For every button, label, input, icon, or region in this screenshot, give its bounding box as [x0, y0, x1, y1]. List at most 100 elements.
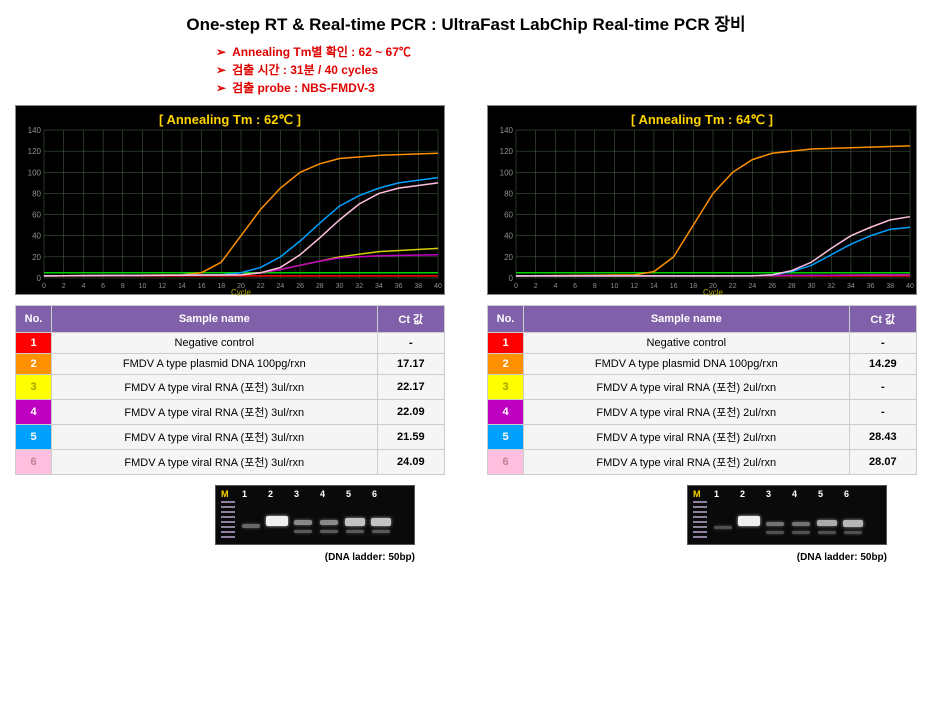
svg-text:6: 6: [101, 283, 105, 290]
svg-text:24: 24: [277, 283, 285, 290]
svg-text:4: 4: [81, 283, 85, 290]
sample-name: FMDV A type viral RNA (포천) 2ul/rxn: [524, 425, 850, 450]
bullet-1: ➢Annealing Tm별 확인 : 62 ~ 67℃: [216, 43, 716, 61]
amplification-chart-62c: [ Annealing Tm : 62℃ ] 02040608010012014…: [15, 105, 445, 295]
sample-no: 5: [488, 425, 524, 450]
sample-no: 4: [488, 400, 524, 425]
svg-text:36: 36: [395, 283, 403, 290]
svg-text:120: 120: [500, 147, 514, 156]
svg-text:40: 40: [504, 232, 513, 241]
svg-text:22: 22: [729, 283, 737, 290]
gel-lane-label: 3: [766, 489, 771, 499]
svg-text:30: 30: [336, 283, 344, 290]
svg-text:26: 26: [296, 283, 304, 290]
svg-text:60: 60: [32, 211, 41, 220]
sample-no: 3: [16, 375, 52, 400]
ct-value: 22.09: [377, 400, 444, 425]
svg-text:6: 6: [573, 283, 577, 290]
svg-text:16: 16: [198, 283, 206, 290]
gel-band: [792, 522, 810, 526]
gel-image-62c: M123456: [215, 485, 415, 545]
svg-text:4: 4: [553, 283, 557, 290]
gel-lane-label: 2: [740, 489, 745, 499]
table-row: 5FMDV A type viral RNA (포천) 3ul/rxn21.59: [16, 425, 445, 450]
ct-value: -: [849, 400, 916, 425]
gel-wrap-64c: M123456 (DNA ladder: 50bp): [487, 485, 917, 563]
svg-text:Cycle: Cycle: [703, 288, 724, 296]
sample-name: FMDV A type plasmid DNA 100pg/rxn: [524, 354, 850, 375]
sample-no: 5: [16, 425, 52, 450]
gel-band: [738, 516, 760, 526]
sample-name: FMDV A type viral RNA (포천) 2ul/rxn: [524, 450, 850, 475]
ct-value: 17.17: [377, 354, 444, 375]
svg-text:38: 38: [886, 283, 894, 290]
sample-name: FMDV A type viral RNA (포천) 3ul/rxn: [52, 450, 378, 475]
bullet-text: 검출 probe : NBS-FMDV-3: [232, 81, 375, 95]
sample-no: 6: [488, 450, 524, 475]
ct-value: -: [849, 333, 916, 354]
gel-band: [242, 524, 260, 528]
panels-row: [ Annealing Tm : 62℃ ] 02040608010012014…: [15, 105, 917, 563]
gel-band: [843, 520, 863, 527]
ct-table-62c: No.Sample nameCt 값1Negative control-2FMD…: [15, 305, 445, 475]
gel-caption: (DNA ladder: 50bp): [487, 552, 887, 563]
svg-text:34: 34: [375, 283, 383, 290]
gel-lane-label: 5: [346, 489, 351, 499]
amplification-chart-64c: [ Annealing Tm : 64℃ ] 02040608010012014…: [487, 105, 917, 295]
svg-text:14: 14: [650, 283, 658, 290]
table-header: Ct 값: [849, 306, 916, 333]
ct-table-64c: No.Sample nameCt 값1Negative control-2FMD…: [487, 305, 917, 475]
table-header: Ct 값: [377, 306, 444, 333]
panel-64c: [ Annealing Tm : 64℃ ] 02040608010012014…: [487, 105, 917, 563]
gel-band: [372, 530, 390, 533]
sample-no: 4: [16, 400, 52, 425]
svg-text:12: 12: [630, 283, 638, 290]
bullet-arrow-icon: ➢: [216, 63, 226, 77]
bullet-arrow-icon: ➢: [216, 81, 226, 95]
svg-text:120: 120: [28, 147, 42, 156]
gel-wrap-62c: M123456 (DNA ladder: 50bp): [15, 485, 445, 563]
gel-band: [294, 530, 312, 533]
table-row: 3FMDV A type viral RNA (포천) 3ul/rxn22.17: [16, 375, 445, 400]
panel-62c: [ Annealing Tm : 62℃ ] 02040608010012014…: [15, 105, 445, 563]
gel-band: [818, 531, 836, 534]
gel-lane-label: 2: [268, 489, 273, 499]
gel-image-64c: M123456: [687, 485, 887, 545]
sample-name: Negative control: [524, 333, 850, 354]
svg-text:40: 40: [906, 283, 914, 290]
bullet-text: Annealing Tm별 확인 : 62 ~ 67℃: [232, 45, 411, 59]
sample-no: 3: [488, 375, 524, 400]
sample-name: FMDV A type viral RNA (포천) 3ul/rxn: [52, 400, 378, 425]
gel-band: [766, 531, 784, 534]
svg-text:26: 26: [768, 283, 776, 290]
svg-text:Cycle: Cycle: [231, 288, 252, 296]
svg-text:28: 28: [316, 283, 324, 290]
sample-name: Negative control: [52, 333, 378, 354]
svg-text:2: 2: [534, 283, 538, 290]
svg-text:60: 60: [504, 211, 513, 220]
sample-no: 2: [488, 354, 524, 375]
bullet-3: ➢ 검출 probe : NBS-FMDV-3: [216, 79, 716, 97]
sample-name: FMDV A type viral RNA (포천) 3ul/rxn: [52, 425, 378, 450]
svg-text:100: 100: [500, 168, 514, 177]
bullet-text: 검출 시간 : 31분 / 40 cycles: [232, 63, 378, 77]
svg-text:38: 38: [414, 283, 422, 290]
gel-lane-label: 5: [818, 489, 823, 499]
gel-band: [345, 518, 365, 526]
table-row: 6FMDV A type viral RNA (포천) 3ul/rxn24.09: [16, 450, 445, 475]
sample-name: FMDV A type viral RNA (포천) 3ul/rxn: [52, 375, 378, 400]
ct-value: 28.07: [849, 450, 916, 475]
svg-text:0: 0: [37, 274, 42, 283]
summary-bullets: ➢Annealing Tm별 확인 : 62 ~ 67℃ ➢검출 시간 : 31…: [216, 43, 716, 97]
table-header: No.: [16, 306, 52, 333]
table-row: 4FMDV A type viral RNA (포천) 3ul/rxn22.09: [16, 400, 445, 425]
gel-band: [346, 530, 364, 533]
svg-text:22: 22: [257, 283, 265, 290]
gel-lane-label: 1: [242, 489, 247, 499]
ct-value: -: [377, 333, 444, 354]
svg-text:100: 100: [28, 168, 42, 177]
sample-no: 1: [488, 333, 524, 354]
svg-text:2: 2: [62, 283, 66, 290]
svg-text:20: 20: [32, 253, 41, 262]
bullet-2: ➢ 검출 시간 : 31분 / 40 cycles: [216, 61, 716, 79]
